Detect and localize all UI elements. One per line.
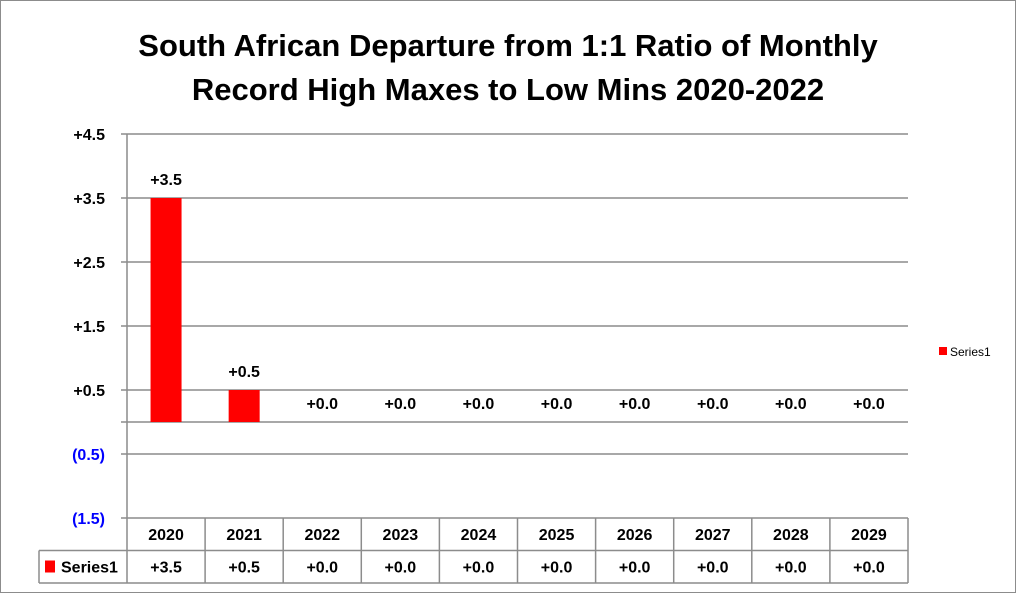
plot-area: +4.5 +3.5 +2.5 +1.5 +0.5 (0.5) (1.5) +3.5 +0.5 +0… <box>38 127 991 584</box>
data-label: +0.0 <box>775 396 807 413</box>
data-label: +0.0 <box>853 396 885 413</box>
x-tick-label: 2027 <box>695 527 731 544</box>
x-tick-label: 2024 <box>461 527 497 544</box>
x-tick-label: 2022 <box>304 527 340 544</box>
table-value: +0.0 <box>853 560 885 577</box>
table-value: +0.5 <box>228 560 260 577</box>
y-tick-label: +2.5 <box>73 255 105 272</box>
legend-label: Series1 <box>950 345 991 359</box>
x-tick-label: 2026 <box>617 527 653 544</box>
chart-title-line-1: South African Departure from 1:1 Ratio o… <box>138 28 878 63</box>
data-label: +0.0 <box>463 396 495 413</box>
y-tick-label: +4.5 <box>73 127 105 144</box>
data-label: +0.0 <box>619 396 651 413</box>
y-tick-label: +0.5 <box>73 383 105 400</box>
data-label: +0.0 <box>306 396 338 413</box>
table-legend-key <box>45 560 55 573</box>
table-value: +0.0 <box>541 560 573 577</box>
data-label: +0.5 <box>228 364 260 381</box>
bar <box>150 198 182 422</box>
bar <box>228 390 260 422</box>
data-label: +0.0 <box>541 396 573 413</box>
table-series-name: Series1 <box>61 560 118 577</box>
legend-key <box>939 347 947 355</box>
x-tick-label: 2029 <box>851 527 887 544</box>
table-value: +0.0 <box>306 560 338 577</box>
table-value: +3.5 <box>150 560 182 577</box>
data-label: +0.0 <box>697 396 729 413</box>
table-value: +0.0 <box>463 560 495 577</box>
data-label: +3.5 <box>150 172 182 189</box>
chart-title-line-2: Record High Maxes to Low Mins 2020-2022 <box>192 72 824 107</box>
x-tick-label: 2023 <box>383 527 419 544</box>
data-label: +0.0 <box>385 396 417 413</box>
y-tick-label: (1.5) <box>72 511 105 528</box>
table-value: +0.0 <box>775 560 807 577</box>
y-tick-label: +1.5 <box>73 319 105 336</box>
x-tick-label: 2021 <box>226 527 262 544</box>
y-tick-label: (0.5) <box>72 447 105 464</box>
table-value: +0.0 <box>619 560 651 577</box>
x-tick-label: 2028 <box>773 527 809 544</box>
x-tick-label: 2020 <box>148 527 184 544</box>
y-tick-label: +3.5 <box>73 191 105 208</box>
table-value: +0.0 <box>385 560 417 577</box>
table-value: +0.0 <box>697 560 729 577</box>
x-tick-label: 2025 <box>539 527 575 544</box>
